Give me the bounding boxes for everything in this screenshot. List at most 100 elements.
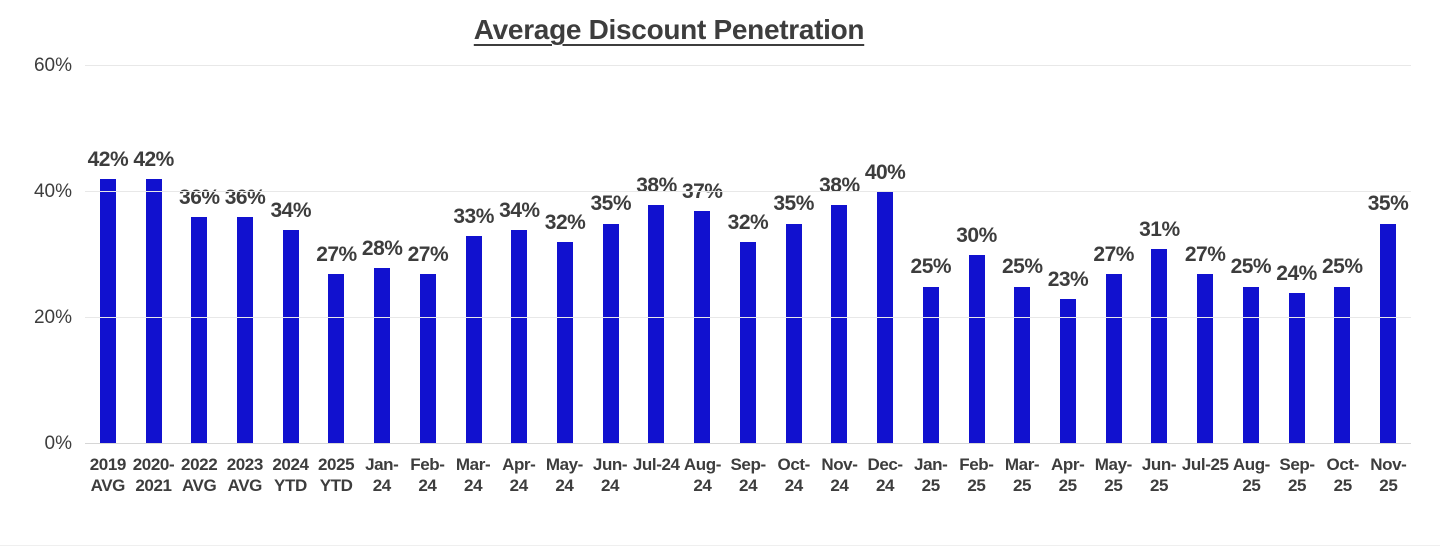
bar-slot: 27% (405, 66, 451, 444)
bar (602, 223, 619, 444)
y-tick-label: 40% (33, 181, 72, 202)
bar-value-label: 28% (361, 236, 403, 260)
x-tick-label: Feb- 25 (959, 455, 994, 495)
bar-slot: 27% (1182, 66, 1228, 444)
bar-value-label: 38% (636, 173, 677, 197)
x-axis-line (85, 443, 1411, 444)
bar-value-label: 27% (1184, 242, 1226, 266)
gridline (85, 317, 1411, 318)
x-tick-label: Feb- 24 (410, 455, 445, 495)
x-tick-label: 2024 YTD (272, 455, 309, 495)
x-tick-label: Mar- 25 (1004, 455, 1040, 495)
bar (877, 192, 894, 444)
bar-slot: 34% (268, 66, 314, 444)
x-tick-label: Jan- 25 (914, 455, 948, 495)
x-tick-label: 2025 YTD (318, 455, 355, 495)
bar (694, 210, 711, 444)
bar (1105, 273, 1122, 444)
x-tick-label: Apr- 24 (502, 455, 536, 495)
x-tick-label: 2019 AVG (89, 455, 127, 495)
bar (328, 273, 345, 444)
bar (145, 179, 162, 444)
x-tick-label: May- 25 (1094, 455, 1133, 495)
bar-slot: 27% (1091, 66, 1137, 444)
x-tick-label: Nov- 24 (821, 455, 858, 495)
bar-slot: 34% (496, 66, 542, 444)
bar-value-label: 27% (407, 242, 449, 266)
bar-slot: 31% (1137, 66, 1183, 444)
bar (922, 286, 939, 444)
x-tick-label: Sep- 25 (1279, 455, 1315, 495)
x-tick-label: Oct- 24 (777, 455, 811, 495)
bar-slot: 25% (999, 66, 1045, 444)
bar-value-label: 30% (956, 223, 997, 247)
bar (1197, 273, 1214, 444)
bar (419, 273, 436, 444)
bar-value-label: 35% (1367, 192, 1409, 216)
bar-value-label: 25% (1230, 255, 1272, 279)
bar-slot: 42% (131, 66, 177, 444)
bar-slot: 42% (85, 66, 131, 444)
bar-slot: 35% (1365, 66, 1411, 444)
bar-slot: 40% (862, 66, 908, 444)
bar-value-label: 40% (864, 160, 906, 184)
gridline (85, 191, 1411, 192)
bar (1379, 223, 1396, 444)
x-tick-label: Apr- 25 (1051, 455, 1085, 495)
bar-value-label: 24% (1276, 261, 1317, 285)
y-tick-label: 0% (44, 433, 72, 454)
bar-value-label: 33% (453, 205, 494, 229)
bar-slot: 38% (817, 66, 863, 444)
bar (511, 229, 528, 444)
bar (237, 217, 254, 444)
bar (648, 204, 665, 444)
bar-slot: 25% (1319, 66, 1365, 444)
bar-value-label: 42% (87, 148, 129, 172)
bar (1014, 286, 1031, 444)
bar (739, 242, 756, 444)
x-tick-label: 2022 AVG (181, 455, 218, 495)
bar-slot: 36% (176, 66, 222, 444)
bar-value-label: 36% (179, 186, 220, 210)
plot-area: 42% 42% 36% 36% 34% 27% 28% 27% 33% 34% 32% 35% 38% 3… (85, 65, 1411, 444)
bar-slot: 33% (451, 66, 497, 444)
chart-title: Average Discount Penetration (473, 14, 865, 45)
bar-value-label: 36% (224, 186, 266, 210)
bar-value-label: 42% (133, 148, 174, 172)
x-tick-label: May- 24 (545, 455, 584, 495)
bar (465, 236, 482, 444)
bar-value-label: 34% (499, 198, 540, 222)
x-tick-label: 2023 AVG (226, 455, 264, 495)
bar (282, 229, 299, 444)
bar-slot: 30% (954, 66, 1000, 444)
bar-slot: 24% (1274, 66, 1320, 444)
x-tick-label: Jun- 24 (592, 455, 628, 495)
x-tick-label: Dec- 24 (867, 455, 903, 495)
bar-slot: 25% (908, 66, 954, 444)
bar-slot: 36% (222, 66, 268, 444)
bar (1334, 286, 1351, 444)
bar (1059, 299, 1076, 444)
bar-slot: 37% (679, 66, 725, 444)
bar (1151, 248, 1168, 444)
x-tick-label: Aug- 24 (683, 455, 722, 495)
x-tick-label: Mar- 24 (455, 455, 491, 495)
x-tick-label: Sep- 24 (730, 455, 766, 495)
x-tick-label: Jun- 25 (1141, 455, 1177, 495)
x-tick-label: Nov- 25 (1370, 455, 1407, 495)
gridline (85, 65, 1411, 66)
bar-slot: 35% (588, 66, 634, 444)
x-tick-label: Jan- 24 (365, 455, 399, 495)
bar-value-label: 27% (1093, 242, 1134, 266)
bar-slot: 32% (542, 66, 588, 444)
bar-value-label: 32% (544, 211, 586, 235)
bar-slot: 32% (725, 66, 771, 444)
x-tick-label: Jul-25 (1181, 455, 1229, 474)
bar-value-label: 35% (590, 192, 632, 216)
y-axis: 0% 20% 40% 60% (0, 55, 72, 454)
bar-slot: 25% (1228, 66, 1274, 444)
bar-value-label: 31% (1139, 217, 1180, 241)
bar-value-label: 27% (316, 242, 357, 266)
bar-value-label: 34% (270, 198, 311, 222)
